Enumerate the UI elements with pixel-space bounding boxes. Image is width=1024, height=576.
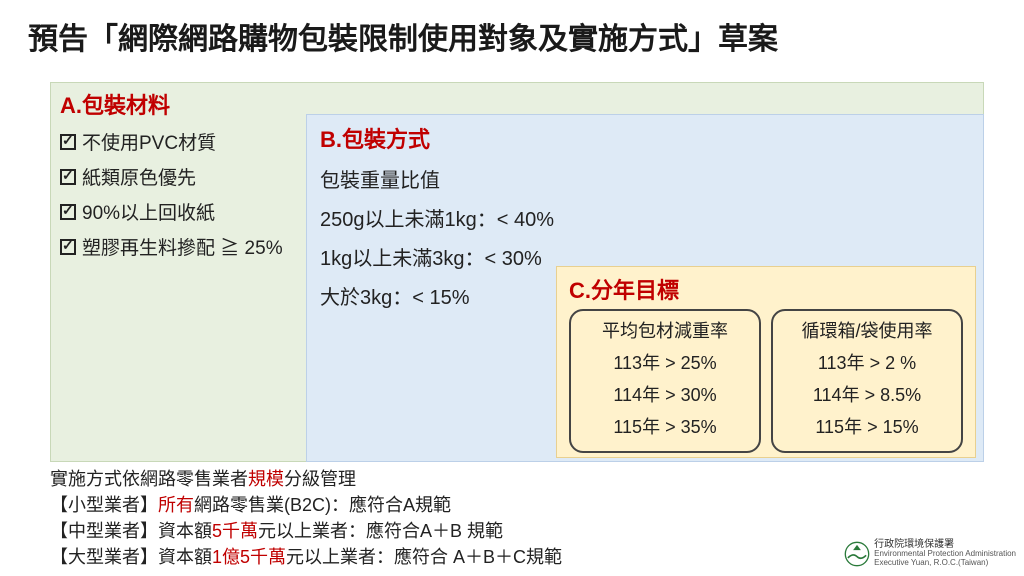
text: 元以上業者：應符合A＋B 規範 — [258, 521, 503, 541]
section-b-subhead: 包裝重量比值 — [320, 164, 660, 193]
agency-en2: Executive Yuan, R.O.C.(Taiwan) — [874, 559, 1016, 568]
rule-intro: 實施方式依網路零售業者規模分級管理 — [50, 466, 562, 492]
page-title: 預告「網際網路購物包裝限制使用對象及實施方式」草案 — [0, 0, 1024, 66]
rule-big: 【大型業者】資本額1億5千萬元以上業者：應符合 A＋B＋C規範 — [50, 544, 562, 570]
check-item: 90%以上回收紙 — [60, 198, 300, 225]
section-a: A.包裝材料 不使用PVC材質 紙類原色優先 90%以上回收紙 塑膠再生料摻配 … — [60, 88, 300, 268]
check-item: 不使用PVC材質 — [60, 128, 300, 155]
checkbox-icon — [60, 169, 76, 185]
rule-small: 【小型業者】所有網路零售業(B2C)：應符合A規範 — [50, 492, 562, 518]
agency-logo: 行政院環境保護署 Environmental Protection Admini… — [844, 539, 1016, 568]
check-item: 紙類原色優先 — [60, 163, 300, 190]
section-a-heading: A.包裝材料 — [60, 88, 300, 120]
check-label: 不使用PVC材質 — [82, 128, 216, 155]
target-right-title: 循環箱/袋使用率 — [783, 317, 951, 343]
text: 【小型業者】 — [50, 495, 158, 515]
check-label: 90%以上回收紙 — [82, 198, 215, 225]
text: 【大型業者】資本額 — [50, 547, 212, 567]
rule-mid: 【中型業者】資本額5千萬元以上業者：應符合A＋B 規範 — [50, 518, 562, 544]
target-line: 113年 > 2 % — [783, 349, 951, 375]
epa-logo-icon — [844, 541, 870, 567]
check-label: 紙類原色優先 — [82, 163, 196, 190]
text: 網路零售業(B2C)：應符合A規範 — [194, 495, 451, 515]
section-c-heading: C.分年目標 — [569, 273, 963, 305]
text-red: 所有 — [158, 495, 194, 515]
checkbox-icon — [60, 204, 76, 220]
target-box-right: 循環箱/袋使用率 113年 > 2 % 114年 > 8.5% 115年 > 1… — [771, 309, 963, 453]
text-red: 5千萬 — [212, 521, 258, 541]
text: 分級管理 — [284, 469, 356, 489]
bottom-rules: 實施方式依網路零售業者規模分級管理 【小型業者】所有網路零售業(B2C)：應符合… — [50, 466, 562, 570]
target-line: 115年 > 15% — [783, 413, 951, 439]
target-line: 115年 > 35% — [581, 413, 749, 439]
target-line: 114年 > 30% — [581, 381, 749, 407]
agency-text: 行政院環境保護署 Environmental Protection Admini… — [874, 539, 1016, 568]
section-b-heading: B.包裝方式 — [320, 122, 660, 154]
target-box-left: 平均包材減重率 113年 > 25% 114年 > 30% 115年 > 35% — [569, 309, 761, 453]
weight-ratio-row: 250g以上未滿1kg：< 40% — [320, 203, 660, 232]
text: 元以上業者：應符合 A＋B＋C規範 — [286, 547, 562, 567]
text-red: 規模 — [248, 469, 284, 489]
checkbox-icon — [60, 134, 76, 150]
target-line: 114年 > 8.5% — [783, 381, 951, 407]
target-left-title: 平均包材減重率 — [581, 317, 749, 343]
checkbox-icon — [60, 239, 76, 255]
check-label: 塑膠再生料摻配 ≧ 25% — [82, 233, 283, 260]
check-item: 塑膠再生料摻配 ≧ 25% — [60, 233, 300, 260]
section-c-box: C.分年目標 平均包材減重率 113年 > 25% 114年 > 30% 115… — [556, 266, 976, 458]
target-pair: 平均包材減重率 113年 > 25% 114年 > 30% 115年 > 35%… — [569, 309, 963, 453]
text-red: 1億5千萬 — [212, 547, 286, 567]
text: 【中型業者】資本額 — [50, 521, 212, 541]
target-line: 113年 > 25% — [581, 349, 749, 375]
text: 實施方式依網路零售業者 — [50, 469, 248, 489]
